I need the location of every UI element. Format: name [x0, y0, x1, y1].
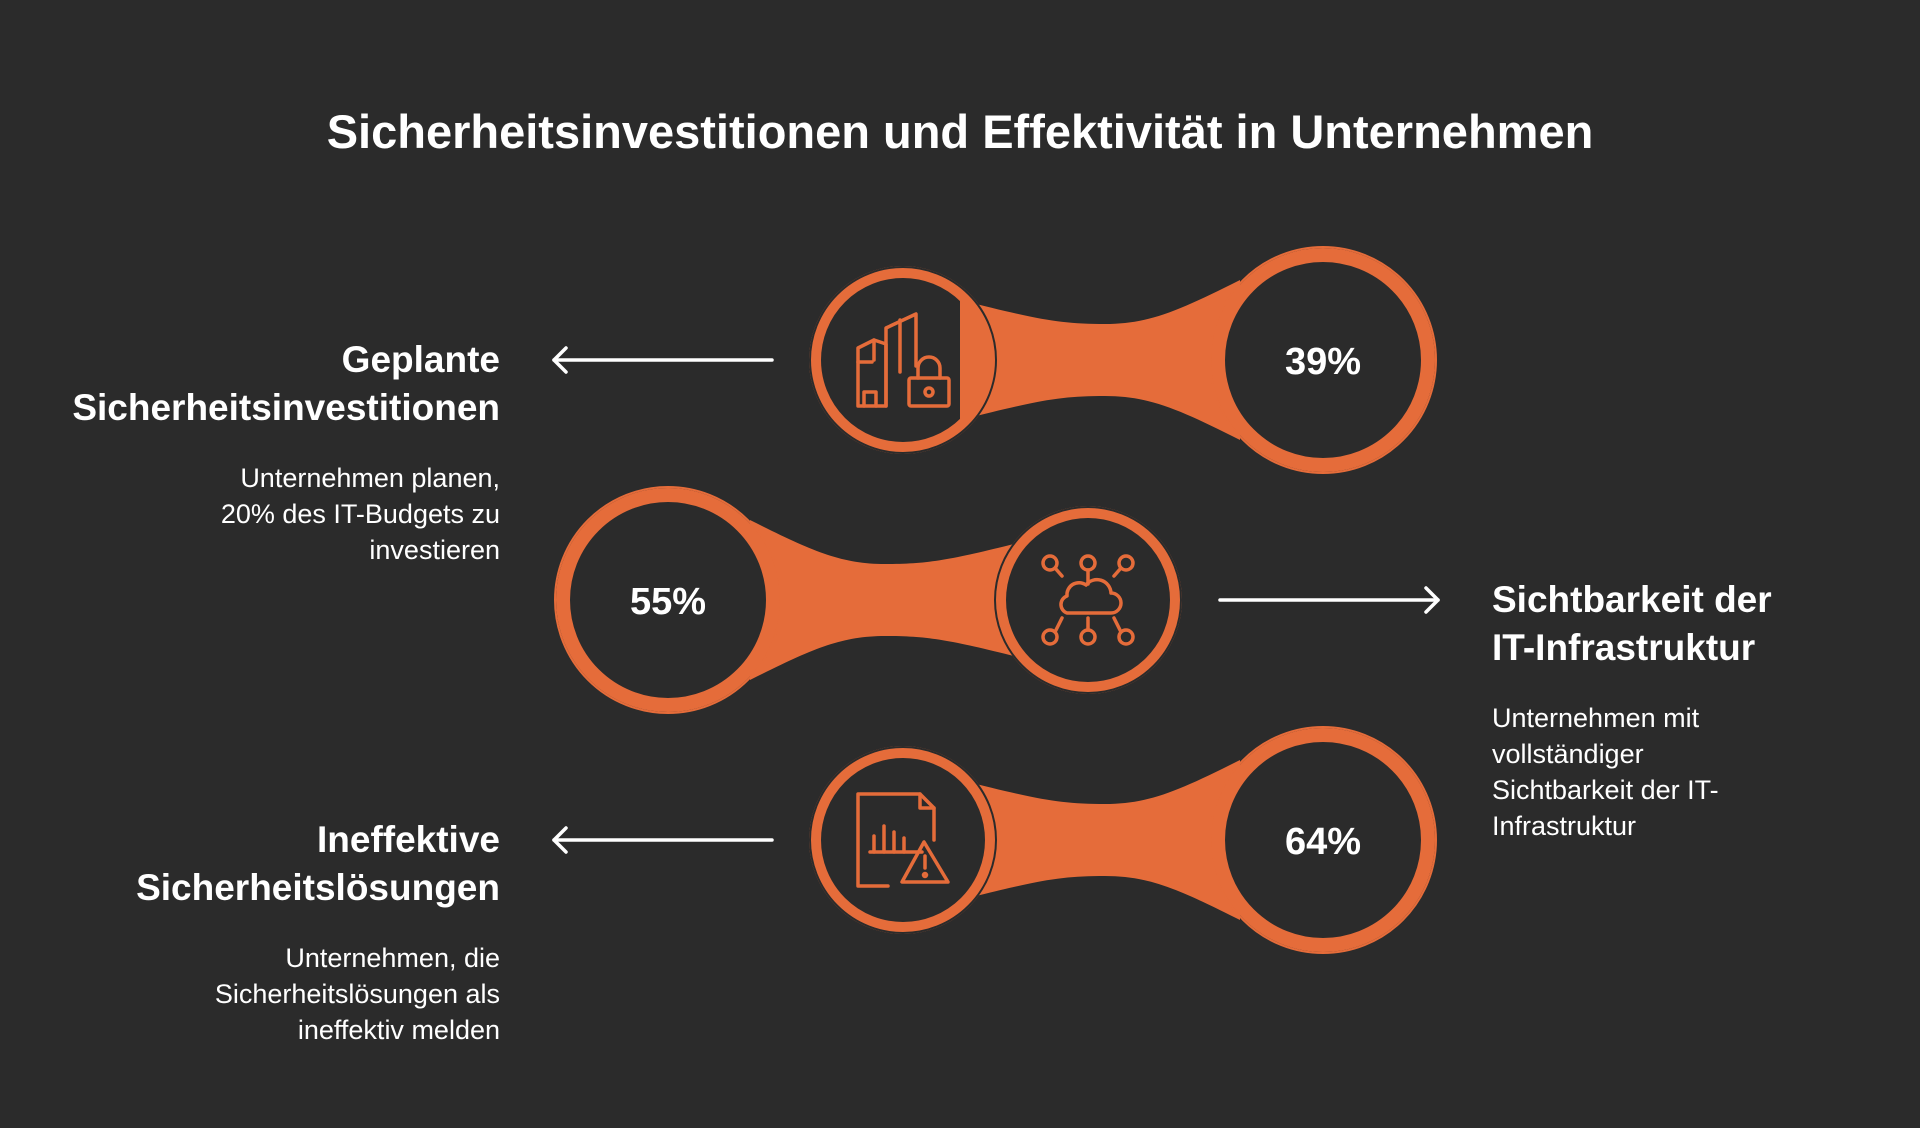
description-line: 20% des IT-Budgets zu: [220, 499, 500, 529]
connector-row-1: 39%: [809, 246, 1437, 474]
icon-circle-gap-2: [994, 506, 1182, 694]
arrow-to-label-2: [1218, 586, 1440, 614]
label-description: Unternehmen, die Sicherheitslösungen als…: [30, 940, 500, 1048]
icon-circle-gap-1: [809, 266, 997, 454]
connector-band-3: [960, 760, 1240, 920]
heading-line: IT-Infrastruktur: [1492, 627, 1756, 668]
percent-value-1: 39%: [1285, 341, 1361, 383]
label-description: Unternehmen planen, 20% des IT-Budgets z…: [30, 460, 500, 568]
heading-line: Sicherheitsinvestitionen: [72, 387, 500, 428]
label-heading: Sichtbarkeit der IT-Infrastruktur: [1492, 576, 1920, 672]
percent-circle-ring-3: [1211, 728, 1435, 952]
percent-circle-ring-1: [1211, 248, 1435, 472]
arrow-to-label-1: [552, 346, 774, 374]
label-geplante-sicherheitsinvestitionen: Geplante Sicherheitsinvestitionen Untern…: [30, 336, 500, 568]
percent-circle-outline-3: [1209, 726, 1437, 954]
label-sichtbarkeit-it-infrastruktur: Sichtbarkeit der IT-Infrastruktur Untern…: [1492, 576, 1920, 844]
heading-line: Sicherheitslösungen: [136, 867, 500, 908]
cloud-network-icon: [1041, 554, 1135, 646]
percent-value-2: 55%: [630, 581, 706, 623]
label-ineffektive-sicherheitsloesungen: Ineffektive Sicherheitslösungen Unterneh…: [30, 816, 500, 1048]
icon-circle-ring-2: [994, 506, 1182, 694]
connector-row-3: 64%: [809, 726, 1437, 954]
description-line: Unternehmen, die: [285, 943, 500, 973]
heading-line: Geplante: [341, 339, 500, 380]
label-description: Unternehmen mit vollständiger Sichtbarke…: [1492, 700, 1920, 844]
description-line: Unternehmen mit: [1492, 703, 1700, 733]
percent-circle-outline-1: [1209, 246, 1437, 474]
description-line: Unternehmen planen,: [240, 463, 500, 493]
heading-line: Ineffektive: [316, 819, 500, 860]
arrow-to-label-3: [552, 826, 774, 854]
connector-band-2: [750, 520, 1030, 680]
description-line: investieren: [369, 535, 500, 565]
percent-circle-outline-2: [554, 486, 782, 714]
page-title: Sicherheitsinvestitionen und Effektivitä…: [326, 105, 1594, 158]
connector-row-2: 55%: [554, 486, 1182, 714]
heading-line: Sichtbarkeit der: [1492, 579, 1772, 620]
connector-band-1: [960, 280, 1240, 440]
description-line: Infrastruktur: [1492, 811, 1637, 841]
label-heading: Geplante Sicherheitsinvestitionen: [30, 336, 500, 432]
description-line: ineffektiv melden: [297, 1015, 500, 1045]
report-warning-icon: [856, 792, 950, 888]
label-heading: Ineffektive Sicherheitslösungen: [30, 816, 500, 912]
percent-value-3: 64%: [1285, 821, 1361, 863]
percent-circle-ring-2: [556, 488, 780, 712]
description-line: Sichtbarkeit der IT-: [1492, 775, 1719, 805]
description-line: Sicherheitslösungen als: [214, 979, 500, 1009]
icon-circle-gap-3: [809, 746, 997, 934]
icon-circle-ring-1: [809, 266, 997, 454]
description-line: vollständiger: [1492, 739, 1644, 769]
buildings-lock-icon: [856, 312, 951, 408]
